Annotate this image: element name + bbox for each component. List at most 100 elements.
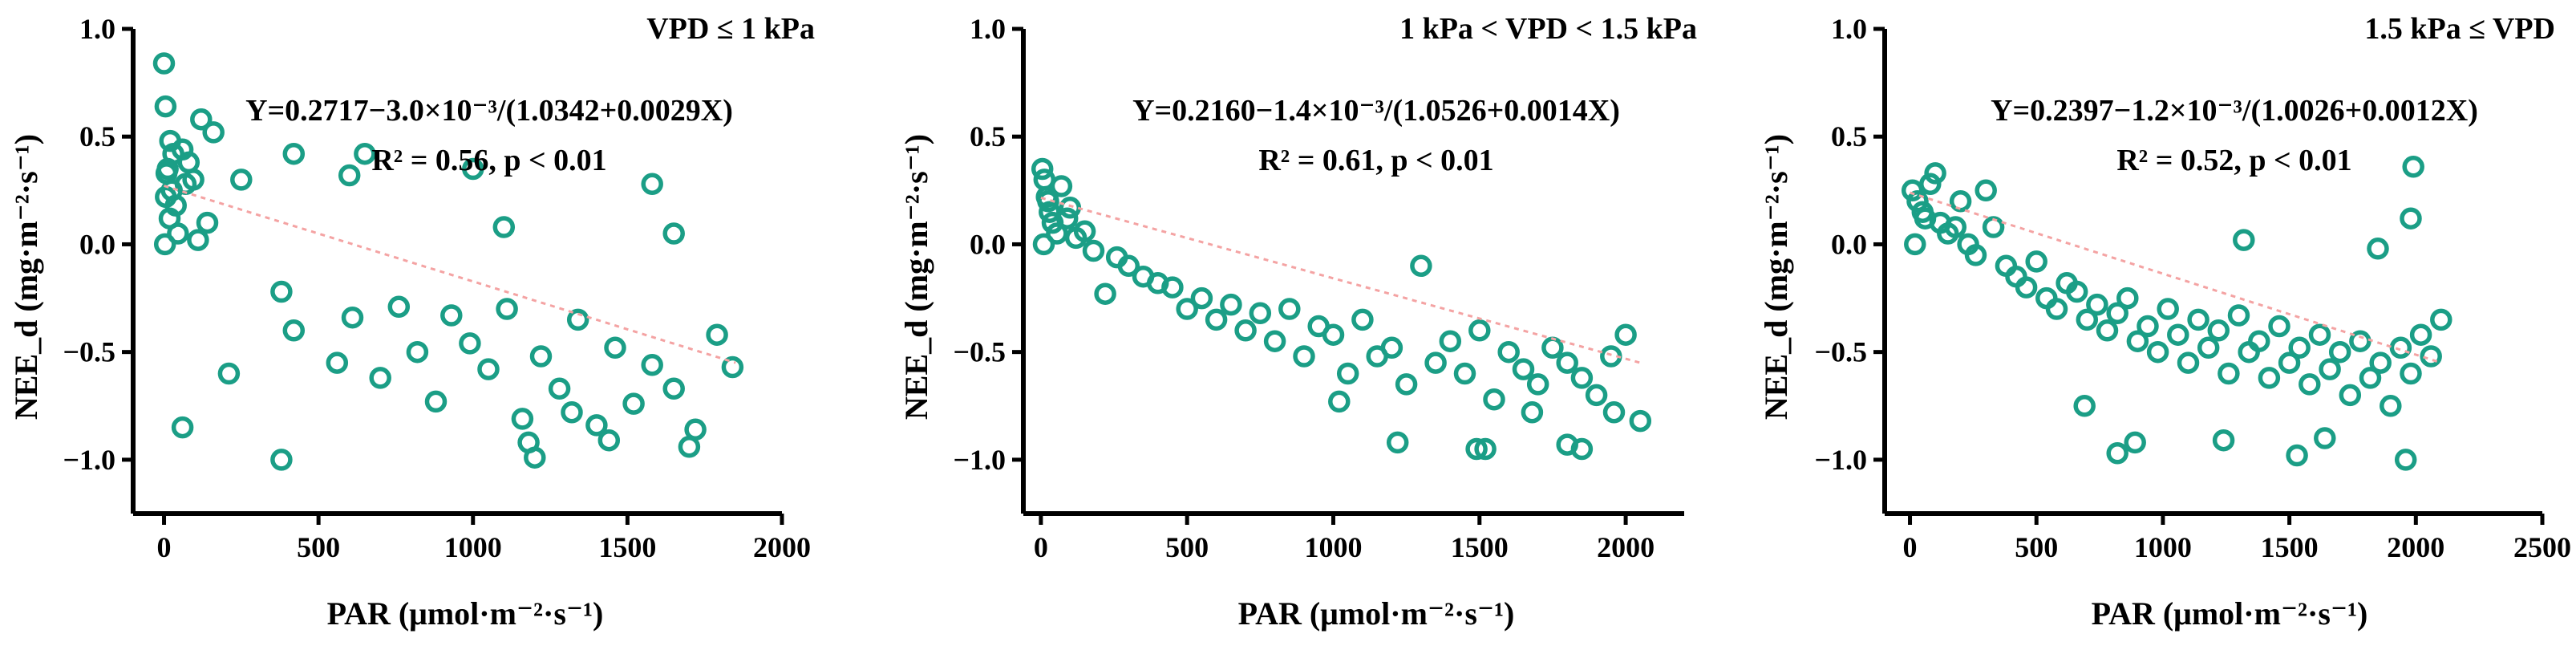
y-tick-label: −1.0 xyxy=(1814,444,1867,476)
data-point-35 xyxy=(406,340,429,364)
data-point-42 xyxy=(1497,340,1520,364)
data-point-38 xyxy=(459,332,481,355)
data-point-64 xyxy=(2314,427,2336,449)
data-point-37 xyxy=(440,304,463,327)
x-tick-label: 500 xyxy=(1165,531,1209,563)
data-point-47 xyxy=(2319,358,2341,380)
y-axis-label: NEE_d (mg·m⁻²·s⁻¹) xyxy=(1758,134,1794,420)
data-point-31 xyxy=(2157,298,2179,320)
data-point-9 xyxy=(1914,207,1937,230)
data-point-28 xyxy=(1293,345,1315,368)
data-point-25 xyxy=(1249,302,1272,325)
data-point-54 xyxy=(270,449,293,471)
fit-curve xyxy=(1040,197,1641,364)
data-point-69 xyxy=(2367,238,2389,260)
data-point-46 xyxy=(2308,323,2331,346)
data-point-32 xyxy=(1351,308,1374,331)
y-tick-label: −0.5 xyxy=(63,336,115,368)
data-point-29 xyxy=(2137,315,2159,338)
fit-equation: Y=0.2160−1.4×10⁻³/(1.0526+0.0014X) xyxy=(1132,94,1620,128)
data-point-27 xyxy=(2116,286,2139,310)
data-point-56 xyxy=(597,429,621,452)
data-point-10 xyxy=(1949,190,1972,213)
data-point-25 xyxy=(2096,319,2119,342)
data-point-6 xyxy=(1050,175,1073,197)
data-point-13 xyxy=(182,169,205,191)
data-point-41 xyxy=(2258,367,2281,389)
data-point-4 xyxy=(1924,162,1946,185)
data-point-38 xyxy=(1439,330,1462,352)
data-point-28 xyxy=(217,362,241,385)
data-point-49 xyxy=(662,377,685,400)
data-point-19 xyxy=(1161,276,1184,299)
data-point-8 xyxy=(1904,233,1926,256)
data-point-53 xyxy=(1465,437,1488,461)
data-point-54 xyxy=(2389,336,2412,360)
data-point-34 xyxy=(387,295,411,319)
data-point-20 xyxy=(2045,298,2068,320)
data-point-58 xyxy=(1521,401,1544,424)
data-point-8 xyxy=(1032,233,1055,256)
data-point-39 xyxy=(2238,340,2260,364)
data-point-14 xyxy=(1094,282,1116,305)
panel-vpd-mid: 1.0 0.5 0.0 −0.5 −1.0 0 500 1000 1500 2000 1 kPa … xyxy=(898,12,1697,632)
data-point-37 xyxy=(1424,351,1447,374)
data-point-7 xyxy=(190,108,213,131)
data-point-52 xyxy=(2369,351,2392,374)
data-point-5 xyxy=(1046,222,1068,245)
axes: 1.0 0.5 0.0 −0.5 −1.0 0 500 1000 1500 2000 xyxy=(63,13,811,563)
data-point-61 xyxy=(2124,431,2146,454)
y-tick-label: 1.0 xyxy=(970,13,1006,45)
y-tick-label: −1.0 xyxy=(63,444,115,476)
data-point-46 xyxy=(1556,351,1578,374)
data-point-24 xyxy=(1234,319,1257,342)
data-point-36 xyxy=(1410,254,1432,278)
data-point-50 xyxy=(2349,330,2371,352)
data-point-1 xyxy=(1906,190,1929,213)
data-point-26 xyxy=(641,173,663,196)
x-axis-label: PAR (μmol·m⁻²·s⁻¹) xyxy=(1238,595,1515,632)
data-point-37 xyxy=(2218,362,2240,385)
x-tick-label: 1500 xyxy=(598,531,656,563)
data-point-17 xyxy=(2015,276,2038,299)
data-point-16 xyxy=(2005,265,2027,288)
y-axis-label: NEE_d (mg·m⁻²·s⁻¹) xyxy=(8,134,44,420)
y-tick-label: 0.0 xyxy=(1831,228,1867,260)
data-point-14 xyxy=(153,233,176,256)
fit-statistics: R² = 0.56, p < 0.01 xyxy=(371,144,606,177)
data-point-44 xyxy=(2288,336,2311,360)
data-point-34 xyxy=(2187,308,2209,331)
data-point-43 xyxy=(2278,351,2301,374)
data-point-40 xyxy=(2248,330,2270,352)
data-point-24 xyxy=(2086,293,2108,316)
data-point-22 xyxy=(338,164,361,187)
data-point-58 xyxy=(517,431,540,454)
data-point-3 xyxy=(1919,173,1942,196)
data-point-50 xyxy=(1614,323,1637,346)
data-point-39 xyxy=(1453,362,1476,385)
data-point-19 xyxy=(187,229,209,251)
data-point-42 xyxy=(529,345,553,368)
data-point-45 xyxy=(1541,336,1564,360)
data-point-13 xyxy=(1975,179,1997,202)
data-point-59 xyxy=(2073,395,2096,417)
data-point-52 xyxy=(721,355,744,379)
axes: 1.0 0.5 0.0 −0.5 −1.0 0 500 1000 1500 2000 xyxy=(953,13,1684,563)
x-tick-label: 1000 xyxy=(1304,531,1362,563)
data-point-45 xyxy=(585,414,608,437)
data-point-48 xyxy=(1585,384,1608,407)
data-point-22 xyxy=(2065,280,2088,303)
x-tick-label: 1000 xyxy=(444,531,502,563)
data-point-51 xyxy=(706,323,728,346)
data-point-44 xyxy=(566,308,589,331)
data-point-30 xyxy=(2146,340,2169,364)
data-point-44 xyxy=(1526,373,1549,396)
data-point-7 xyxy=(1944,216,1967,238)
x-tick-label: 2000 xyxy=(2387,531,2444,563)
data-point-29 xyxy=(270,280,293,303)
x-tick-label: 2500 xyxy=(2513,531,2571,563)
data-point-31 xyxy=(1336,362,1359,385)
panel-title: 1.5 kPa ≤ VPD xyxy=(2364,12,2555,46)
data-point-40 xyxy=(496,298,518,320)
